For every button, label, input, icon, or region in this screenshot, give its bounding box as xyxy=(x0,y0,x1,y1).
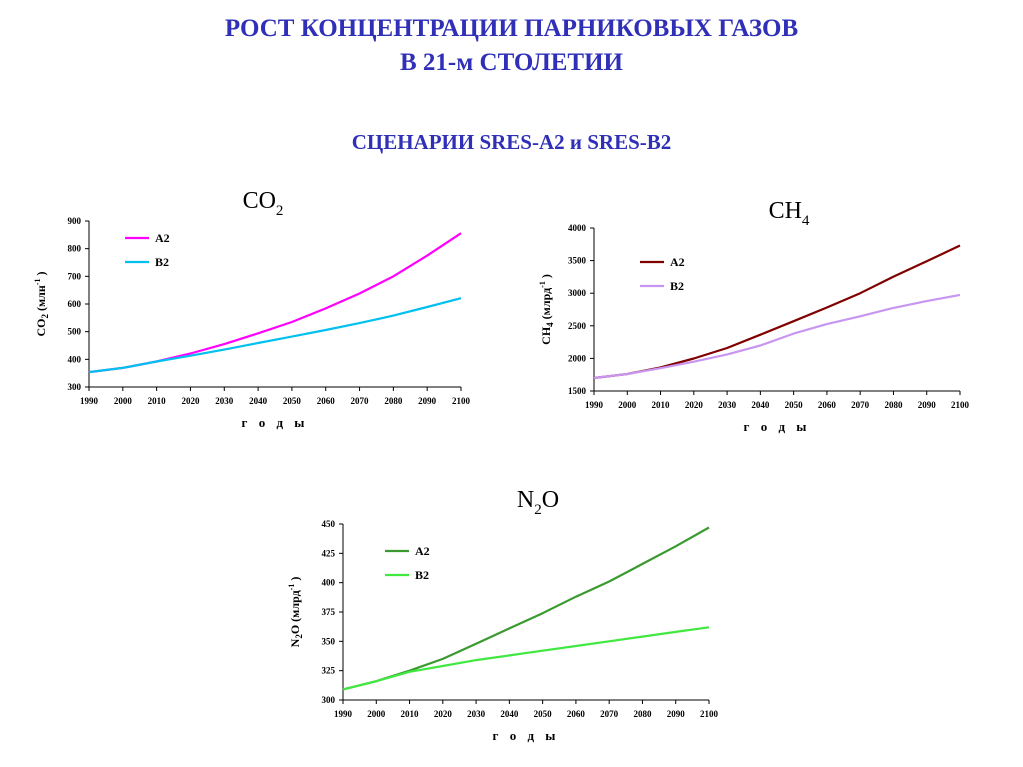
ch4-legend-label-a2: A2 xyxy=(670,255,685,269)
ch4-x-tick-label: 2080 xyxy=(884,400,903,410)
co2-x-tick-label: 2030 xyxy=(215,396,234,406)
ch4-x-tick-label: 2040 xyxy=(751,400,770,410)
ch4-x-axis-label: г о д ы xyxy=(744,419,811,434)
n2o-x-tick-label: 2020 xyxy=(434,709,453,719)
ch4-x-tick-label: 2060 xyxy=(818,400,837,410)
n2o-y-tick-label: 450 xyxy=(322,519,336,529)
co2-x-tick-label: 2040 xyxy=(249,396,268,406)
page-subtitle: СЦЕНАРИИ SRES-A2 и SRES-B2 xyxy=(351,130,672,154)
ch4-x-tick-label: 2100 xyxy=(951,400,970,410)
n2o-x-tick-label: 2040 xyxy=(500,709,519,719)
n2o-y-tick-label: 325 xyxy=(322,666,336,676)
page-title-line2: В 21-м СТОЛЕТИИ xyxy=(400,49,623,76)
n2o-chart-title: N2O xyxy=(516,487,560,518)
co2-x-tick-label: 2060 xyxy=(317,396,336,406)
co2-x-tick-label: 2080 xyxy=(384,396,403,406)
ch4-y-axis-label: CH4 (млрд-1 ) xyxy=(538,274,555,345)
ch4-legend-label-b2: B2 xyxy=(670,279,684,293)
ch4-y-tick-label: 3000 xyxy=(568,288,587,298)
ch4-chart-title: CH4 xyxy=(768,198,810,229)
co2-y-tick-label: 800 xyxy=(68,244,82,254)
ch4-x-tick-label: 2000 xyxy=(618,400,637,410)
ch4-x-tick-label: 1990 xyxy=(585,400,604,410)
ch4-y-tick-label: 2000 xyxy=(568,353,587,363)
n2o-x-tick-label: 1990 xyxy=(334,709,353,719)
ch4-x-tick-label: 2020 xyxy=(685,400,704,410)
n2o-y-tick-label: 350 xyxy=(322,636,336,646)
n2o-series-b2-line xyxy=(342,626,710,691)
co2-x-tick-label: 2050 xyxy=(283,396,302,406)
co2-legend-label-b2: B2 xyxy=(155,255,169,269)
ch4-x-tick-label: 2090 xyxy=(918,400,937,410)
co2-y-tick-label: 400 xyxy=(68,354,82,364)
co2-y-tick-label: 900 xyxy=(68,216,82,226)
n2o-x-tick-label: 2090 xyxy=(667,709,686,719)
ch4-series-a2-line xyxy=(593,244,961,380)
n2o-x-tick-label: 2070 xyxy=(600,709,619,719)
co2-series-b2-line xyxy=(88,297,462,374)
n2o-x-tick-label: 2010 xyxy=(401,709,420,719)
co2-x-tick-label: 2100 xyxy=(452,396,471,406)
n2o-y-tick-label: 425 xyxy=(322,548,336,558)
n2o-y-tick-label: 375 xyxy=(322,607,336,617)
ch4-x-tick-label: 2030 xyxy=(718,400,737,410)
co2-chart-title: CO2 xyxy=(242,188,284,219)
co2-y-tick-label: 600 xyxy=(68,299,82,309)
ch4-y-tick-label: 3500 xyxy=(568,256,587,266)
n2o-x-tick-label: 2030 xyxy=(467,709,486,719)
ch4-x-tick-label: 2050 xyxy=(785,400,804,410)
co2-y-tick-label: 700 xyxy=(68,271,82,281)
co2-x-axis-label: г о д ы xyxy=(242,415,309,430)
co2-x-tick-label: 2020 xyxy=(181,396,200,406)
co2-x-tick-label: 2090 xyxy=(418,396,437,406)
ch4-series-b2-line xyxy=(593,293,961,380)
co2-x-tick-label: 2010 xyxy=(148,396,167,406)
ch4-y-tick-label: 2500 xyxy=(568,321,587,331)
co2-y-axis-label: CO2 (млн-1 ) xyxy=(33,272,50,337)
co2-x-tick-label: 2000 xyxy=(114,396,133,406)
n2o-x-tick-label: 2050 xyxy=(534,709,553,719)
co2-y-tick-label: 300 xyxy=(68,382,82,392)
n2o-y-tick-label: 400 xyxy=(322,578,336,588)
n2o-x-tick-label: 2060 xyxy=(567,709,586,719)
co2-x-tick-label: 2070 xyxy=(351,396,370,406)
n2o-x-tick-label: 2000 xyxy=(367,709,386,719)
n2o-legend-label-b2: B2 xyxy=(415,568,429,582)
co2-series-a2-line xyxy=(88,232,462,374)
ch4-x-tick-label: 2070 xyxy=(851,400,870,410)
ch4-y-tick-label: 1500 xyxy=(568,386,587,396)
ch4-x-tick-label: 2010 xyxy=(652,400,671,410)
co2-legend-label-a2: A2 xyxy=(155,231,170,245)
co2-x-tick-label: 1990 xyxy=(80,396,99,406)
n2o-x-axis-label: г о д ы xyxy=(493,728,560,743)
n2o-x-tick-label: 2080 xyxy=(633,709,652,719)
n2o-y-tick-label: 300 xyxy=(322,695,336,705)
page-title-line1: РОСТ КОНЦЕНТРАЦИИ ПАРНИКОВЫХ ГАЗОВ xyxy=(224,15,799,42)
ch4-y-tick-label: 4000 xyxy=(568,223,587,233)
n2o-x-tick-label: 2100 xyxy=(700,709,719,719)
co2-y-tick-label: 500 xyxy=(68,327,82,337)
n2o-legend-label-a2: A2 xyxy=(415,544,430,558)
n2o-y-axis-label: N2O (млрд-1 ) xyxy=(287,577,304,648)
